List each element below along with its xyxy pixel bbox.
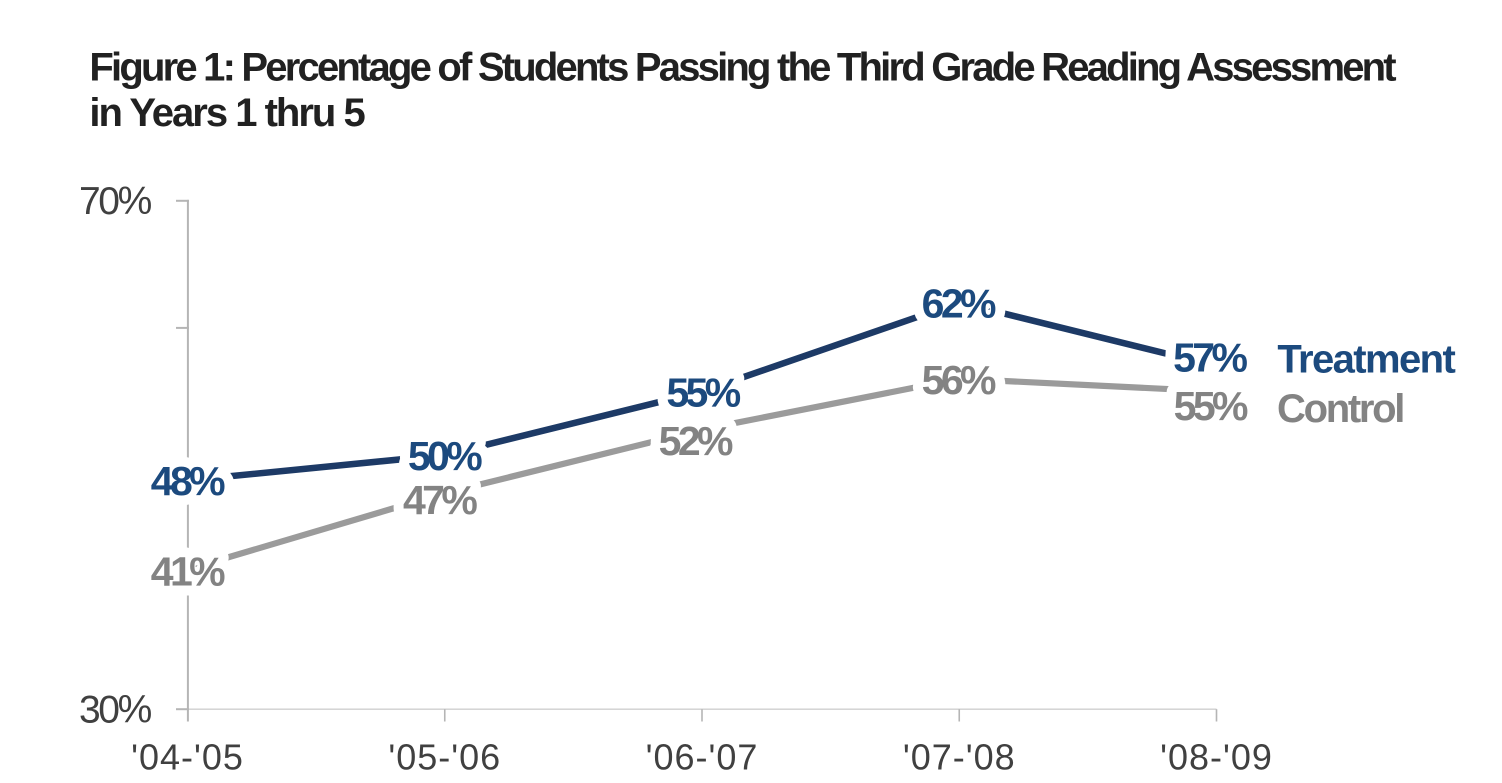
svg-text:'05-'06: '05-'06 bbox=[388, 737, 501, 778]
svg-text:Control: Control bbox=[1277, 387, 1403, 431]
svg-text:Treatment: Treatment bbox=[1277, 337, 1455, 381]
svg-text:57%: 57% bbox=[1173, 334, 1247, 380]
svg-text:'06-'07: '06-'07 bbox=[646, 737, 759, 778]
svg-text:56%: 56% bbox=[922, 357, 996, 403]
svg-text:in Years 1 thru 5: in Years 1 thru 5 bbox=[89, 91, 365, 135]
svg-text:48%: 48% bbox=[151, 458, 225, 504]
svg-text:55%: 55% bbox=[1174, 383, 1248, 429]
svg-text:'04-'05: '04-'05 bbox=[131, 737, 244, 778]
svg-text:47%: 47% bbox=[403, 477, 477, 523]
svg-text:70%: 70% bbox=[79, 180, 152, 223]
svg-text:52%: 52% bbox=[659, 418, 733, 464]
svg-text:41%: 41% bbox=[151, 548, 225, 594]
svg-text:'08-'09: '08-'09 bbox=[1160, 737, 1273, 778]
svg-text:30%: 30% bbox=[79, 689, 152, 732]
svg-text:55%: 55% bbox=[666, 369, 740, 415]
svg-text:Figure 1: Percentage of Studen: Figure 1: Percentage of Students Passing… bbox=[89, 46, 1396, 90]
svg-text:'07-'08: '07-'08 bbox=[903, 737, 1016, 778]
svg-text:62%: 62% bbox=[922, 281, 996, 327]
svg-text:50%: 50% bbox=[408, 433, 482, 479]
